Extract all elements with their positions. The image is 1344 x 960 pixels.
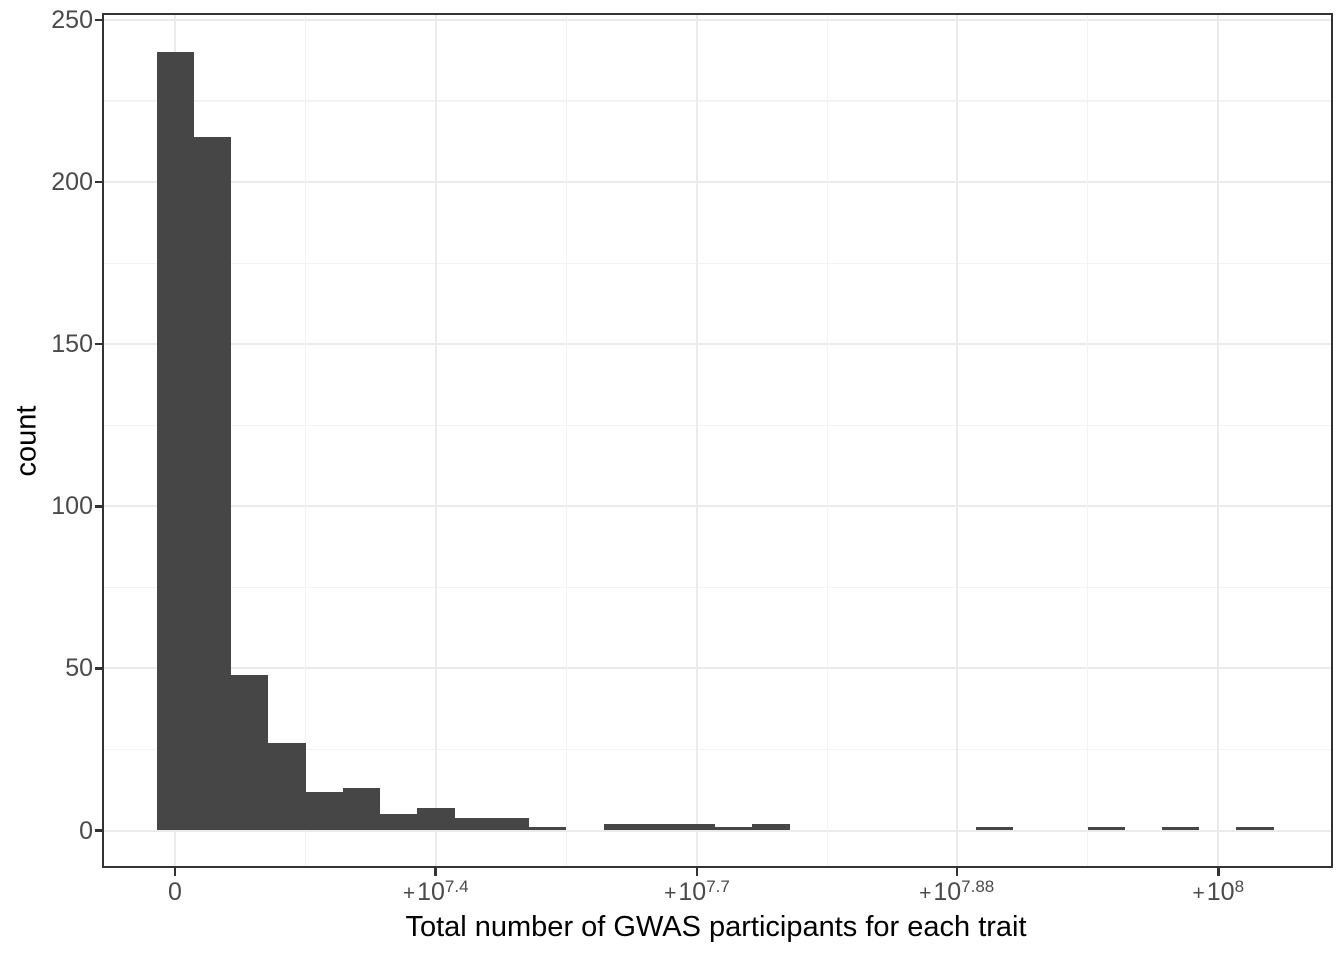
x-tick-plus-sign: + — [919, 882, 932, 905]
x-tick-mark — [695, 868, 699, 876]
x-tick-label: +107.4 — [402, 876, 469, 907]
y-tick-mark — [95, 505, 102, 508]
histogram-bar — [715, 827, 753, 831]
x-tick-exponent: 7.88 — [961, 876, 995, 896]
x-tick-label: +108 — [1192, 876, 1245, 907]
histogram-bar — [529, 827, 567, 831]
x-tick-exponent: 8 — [1234, 876, 1245, 896]
y-tick-label: 250 — [51, 6, 93, 34]
gridline-vertical-major — [434, 15, 437, 866]
x-tick-plus-sign: + — [1192, 882, 1205, 905]
y-tick-label: 150 — [51, 330, 93, 359]
y-tick-label: 200 — [51, 168, 93, 197]
histogram-bar — [194, 136, 232, 831]
x-tick-label: +107.88 — [919, 876, 995, 907]
histogram-bar — [1236, 827, 1274, 831]
x-tick-plus-sign: + — [402, 882, 416, 905]
x-tick-plus-sign: + — [664, 882, 677, 905]
histogram-bar — [305, 791, 343, 831]
x-tick-mark — [173, 868, 177, 876]
gridline-horizontal-minor — [104, 748, 1331, 751]
y-axis-title: count — [10, 405, 43, 477]
gridline-horizontal-minor — [104, 100, 1331, 102]
histogram-bar — [268, 742, 306, 831]
gridline-horizontal-major — [104, 19, 1331, 21]
histogram-bar — [1087, 827, 1125, 831]
histogram-bar — [231, 674, 269, 831]
histogram-bar — [752, 824, 790, 831]
gridline-vertical-major — [696, 15, 698, 866]
gridline-vertical-minor — [1086, 15, 1089, 866]
y-tick-mark — [95, 180, 102, 184]
gridline-horizontal-major — [104, 667, 1331, 670]
gridline-horizontal-minor — [104, 262, 1331, 264]
x-tick-mark — [1217, 868, 1220, 876]
plot-panel — [102, 13, 1333, 868]
gridline-horizontal-minor — [104, 586, 1331, 588]
x-tick-label: +107.7 — [664, 876, 730, 907]
x-axis-title: Total number of GWAS participants for ea… — [405, 911, 1027, 943]
histogram-bar — [156, 52, 195, 831]
histogram-bar — [678, 824, 716, 831]
histogram-bar — [417, 807, 455, 831]
y-tick-mark — [95, 18, 102, 22]
gridline-horizontal-major — [104, 829, 1331, 832]
gridline-vertical-minor — [565, 15, 568, 866]
histogram-bar — [491, 817, 530, 831]
x-tick-exponent: 7.4 — [444, 876, 469, 896]
y-tick-mark — [95, 829, 102, 832]
histogram-bar — [454, 817, 492, 831]
histogram-bar — [640, 824, 678, 831]
y-tick-label: 100 — [51, 492, 93, 521]
histogram-bar — [342, 788, 381, 831]
gridline-horizontal-major — [104, 343, 1331, 346]
y-tick-mark — [95, 667, 102, 670]
gridline-vertical-minor — [304, 15, 306, 866]
gridline-horizontal-minor — [104, 424, 1331, 426]
x-tick-mark — [434, 868, 437, 876]
y-tick-mark — [95, 342, 102, 346]
y-tick-label: 50 — [65, 654, 93, 683]
x-tick-label: 0 — [168, 878, 182, 906]
histogram-bar — [380, 814, 418, 831]
histogram-bar — [975, 827, 1014, 831]
histogram-bar — [603, 824, 641, 831]
gridline-vertical-major — [1217, 15, 1220, 866]
y-tick-label: 0 — [79, 816, 93, 845]
bars-layer — [104, 15, 1331, 866]
x-tick-mark — [955, 868, 958, 876]
gridline-horizontal-major — [104, 505, 1331, 508]
x-tick-exponent: 7.7 — [706, 876, 730, 896]
gridline-vertical-minor — [827, 15, 829, 866]
histogram-bar — [1162, 827, 1200, 831]
gridline-horizontal-major — [104, 181, 1331, 184]
gridline-vertical-major — [955, 15, 958, 866]
